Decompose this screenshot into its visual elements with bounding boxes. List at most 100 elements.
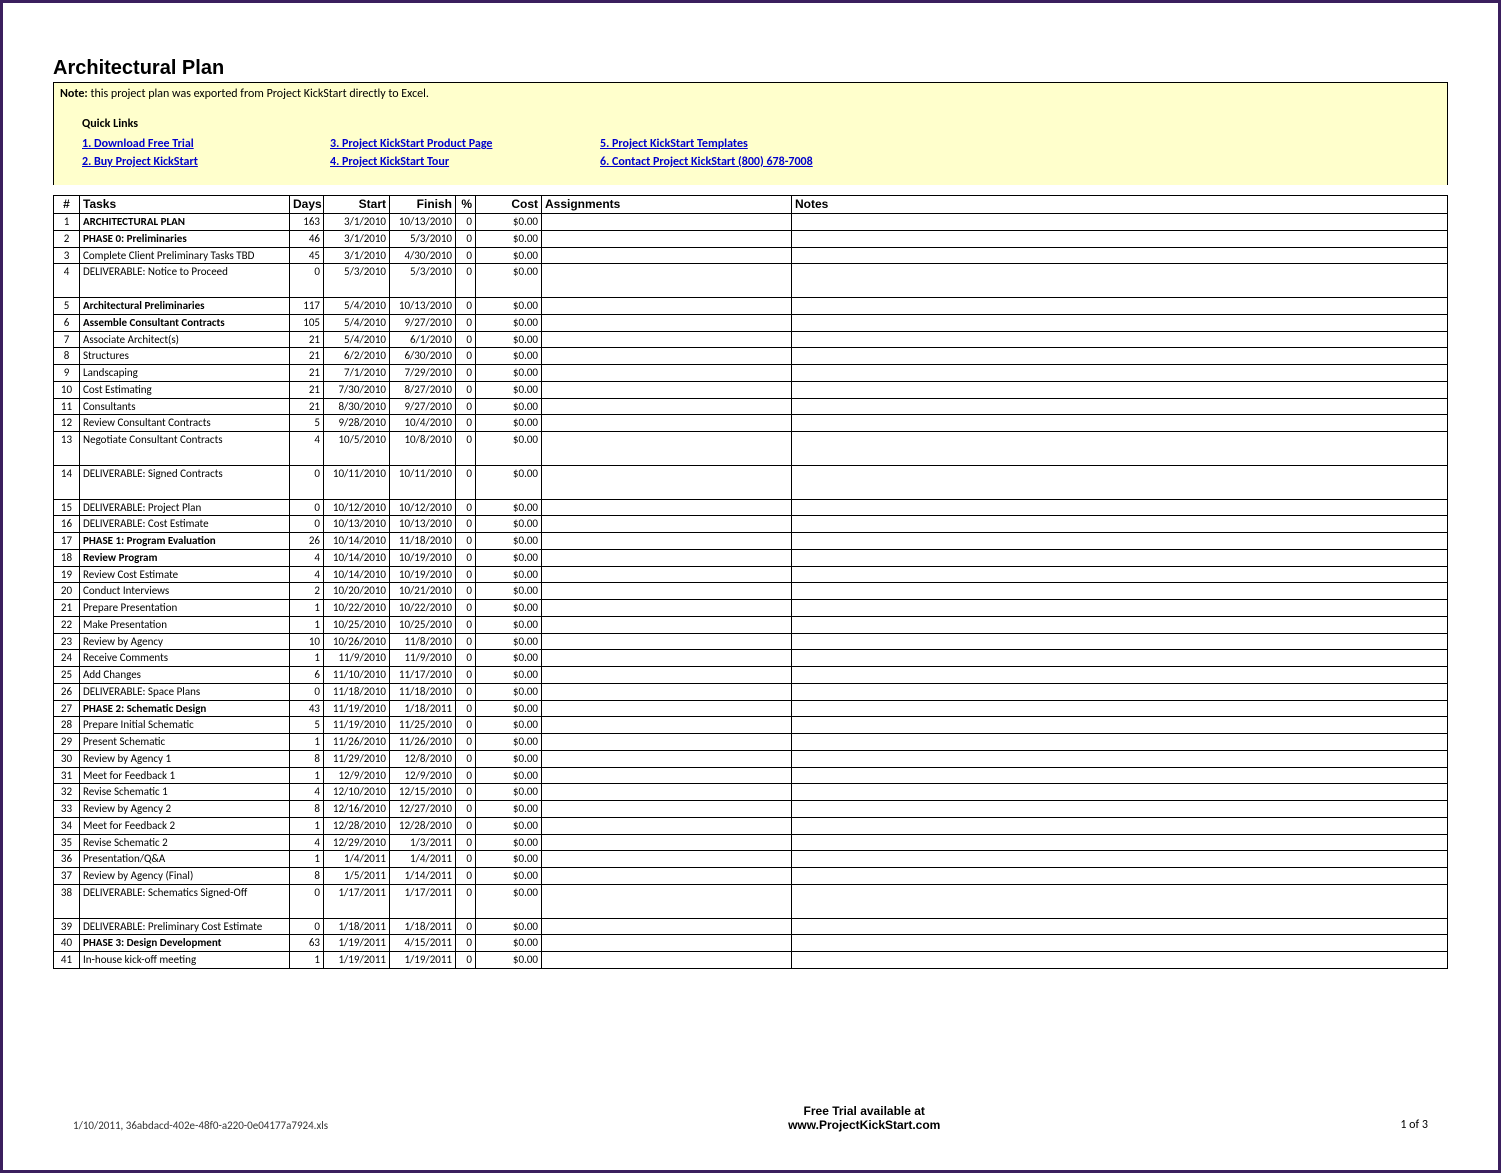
cell: 25: [54, 667, 80, 684]
table-row: 37Review by Agency (Final)81/5/20111/14/…: [54, 868, 1448, 885]
cell: [542, 884, 792, 918]
link-download-trial[interactable]: 1. Download Free Trial: [82, 137, 194, 151]
cell: 0: [456, 952, 476, 969]
link-templates[interactable]: 5. Project KickStart Templates: [600, 137, 748, 151]
cell: [542, 616, 792, 633]
cell: 9/27/2010: [390, 314, 456, 331]
cell: [542, 381, 792, 398]
cell: 13: [54, 432, 80, 466]
cell: [792, 415, 1448, 432]
cell-task: Review by Agency: [80, 633, 290, 650]
cell: 11: [54, 398, 80, 415]
cell: [542, 868, 792, 885]
cell: 10/5/2010: [324, 432, 390, 466]
cell: [542, 650, 792, 667]
cell: 1/17/2011: [324, 884, 390, 918]
cell: 43: [290, 700, 324, 717]
link-buy[interactable]: 2. Buy Project KickStart: [82, 155, 198, 169]
cell: $0.00: [476, 616, 542, 633]
note-label: Note:: [60, 87, 88, 101]
cell: 10/25/2010: [390, 616, 456, 633]
cell: 0: [456, 214, 476, 231]
cell: 10/11/2010: [324, 465, 390, 499]
cell: [792, 214, 1448, 231]
cell: 5/3/2010: [324, 264, 390, 298]
quick-links-title: Quick Links: [82, 117, 1441, 131]
footer-pagenum: 1 of 3: [1400, 1118, 1428, 1132]
cell: $0.00: [476, 566, 542, 583]
cell: 1/18/2011: [390, 918, 456, 935]
cell: 10: [54, 381, 80, 398]
cell: [792, 633, 1448, 650]
cell: 9/27/2010: [390, 398, 456, 415]
cell: 8: [54, 348, 80, 365]
table-row: 10Cost Estimating217/30/20108/27/20100$0…: [54, 381, 1448, 398]
cell-task: Revise Schematic 1: [80, 784, 290, 801]
cell: [792, 432, 1448, 466]
cell: $0.00: [476, 516, 542, 533]
link-tour[interactable]: 4. Project KickStart Tour: [330, 155, 449, 169]
cell: 1: [290, 767, 324, 784]
link-contact[interactable]: 6. Contact Project KickStart (800) 678-7…: [600, 155, 813, 169]
link-product-page[interactable]: 3. Project KickStart Product Page: [330, 137, 492, 151]
cell: $0.00: [476, 314, 542, 331]
cell: [792, 247, 1448, 264]
cell: 10/12/2010: [390, 499, 456, 516]
cell: [792, 750, 1448, 767]
cell: 1/17/2011: [390, 884, 456, 918]
cell: 37: [54, 868, 80, 885]
page-title: Architectural Plan: [53, 57, 1448, 80]
table-row: 6Assemble Consultant Contracts1055/4/201…: [54, 314, 1448, 331]
cell: 0: [456, 868, 476, 885]
cell: 0: [456, 717, 476, 734]
cell: [542, 465, 792, 499]
cell: 10/4/2010: [390, 415, 456, 432]
page-footer: 1/10/2011, 36abdacd-402e-48f0-a220-0e041…: [3, 1104, 1498, 1132]
cell: 1/14/2011: [390, 868, 456, 885]
table-row: 21Prepare Presentation110/22/201010/22/2…: [54, 600, 1448, 617]
cell: 36: [54, 851, 80, 868]
cell: 0: [456, 801, 476, 818]
cell-task: Landscaping: [80, 365, 290, 382]
cell-task: Conduct Interviews: [80, 583, 290, 600]
cell: 6: [290, 667, 324, 684]
cell: 12/27/2010: [390, 801, 456, 818]
cell: [792, 817, 1448, 834]
table-row: 27PHASE 2: Schematic Design4311/19/20101…: [54, 700, 1448, 717]
cell: 12/8/2010: [390, 750, 456, 767]
cell-task: Associate Architect(s): [80, 331, 290, 348]
cell: 5/4/2010: [324, 298, 390, 315]
cell: 10/22/2010: [324, 600, 390, 617]
cell-task: Architectural Preliminaries: [80, 298, 290, 315]
cell: $0.00: [476, 415, 542, 432]
cell: 10/14/2010: [324, 566, 390, 583]
cell: 4: [290, 834, 324, 851]
cell: [792, 868, 1448, 885]
table-row: 40PHASE 3: Design Development631/19/2011…: [54, 935, 1448, 952]
cell: 1/3/2011: [390, 834, 456, 851]
cell: 5: [54, 298, 80, 315]
cell: 0: [456, 516, 476, 533]
cell: 0: [290, 918, 324, 935]
cell: [542, 851, 792, 868]
cell: $0.00: [476, 667, 542, 684]
cell: 10/22/2010: [390, 600, 456, 617]
table-row: 13Negotiate Consultant Contracts410/5/20…: [54, 432, 1448, 466]
cell: [542, 750, 792, 767]
cell: 40: [54, 935, 80, 952]
cell: 0: [456, 230, 476, 247]
cell: 8: [290, 868, 324, 885]
cell: 12/28/2010: [390, 817, 456, 834]
cell: $0.00: [476, 801, 542, 818]
cell: 7/1/2010: [324, 365, 390, 382]
cell: [792, 683, 1448, 700]
cell: 11/26/2010: [390, 734, 456, 751]
footer-promo-line2: www.ProjectKickStart.com: [788, 1118, 940, 1132]
cell: [792, 834, 1448, 851]
cell: 0: [456, 834, 476, 851]
cell: 10/13/2010: [324, 516, 390, 533]
cell: 0: [456, 381, 476, 398]
cell: [792, 616, 1448, 633]
cell: 0: [456, 549, 476, 566]
table-row: 2PHASE 0: Preliminaries463/1/20105/3/201…: [54, 230, 1448, 247]
